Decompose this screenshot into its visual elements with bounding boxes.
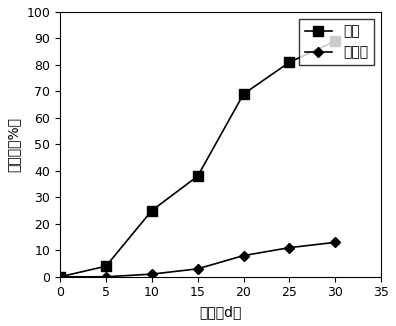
不加菌 (287, 246, 292, 250)
不加菌 (58, 275, 63, 279)
Line: 不加菌: 不加菌 (57, 239, 339, 280)
加菌 (149, 209, 154, 213)
不加菌 (241, 254, 246, 258)
X-axis label: 时间（d）: 时间（d） (200, 305, 242, 319)
加菌 (58, 275, 63, 279)
不加菌 (149, 272, 154, 276)
不加菌 (333, 240, 338, 244)
不加菌 (104, 275, 109, 279)
加菌 (104, 264, 109, 268)
加菌 (241, 92, 246, 96)
不加菌 (195, 267, 200, 271)
加菌 (195, 174, 200, 178)
Y-axis label: 降解率（%）: 降解率（%） (7, 117, 21, 172)
Legend: 加菌, 不加菌: 加菌, 不加菌 (299, 19, 374, 65)
加菌 (287, 60, 292, 64)
加菌 (333, 39, 338, 43)
Line: 加菌: 加菌 (55, 36, 340, 282)
